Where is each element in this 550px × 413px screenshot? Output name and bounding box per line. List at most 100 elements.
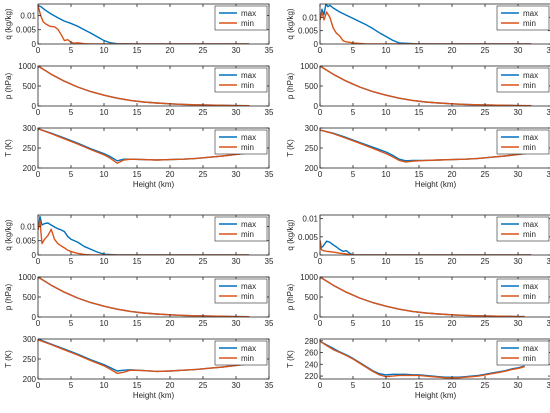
x-axis-label: Height (km)	[133, 391, 175, 400]
legend-box	[214, 67, 268, 93]
legend-label-max: max	[241, 133, 256, 142]
x-tick-label: 35	[265, 381, 274, 390]
axes-box	[319, 3, 550, 45]
y-tick-label: 0.005	[16, 237, 37, 246]
x-tick-label: 30	[514, 381, 523, 390]
y-axis-label: q (kg/kg)	[4, 219, 13, 250]
x-axis-label: Height (km)	[133, 180, 175, 189]
y-axis-label: p (hPa)	[4, 284, 13, 311]
y-axis-label: T (K)	[286, 350, 295, 368]
x-tick-label: 0	[36, 108, 41, 117]
y-tick-label: 0.01	[302, 13, 318, 22]
legend-label-max: max	[241, 71, 256, 80]
x-tick-label: 10	[100, 170, 109, 179]
x-tick-label: 20	[448, 381, 457, 390]
x-axis-label: Height (km)	[415, 180, 457, 189]
y-tick-label: 500	[305, 293, 319, 302]
y-tick-label: 260	[305, 349, 319, 358]
x-tick-label: 20	[166, 108, 175, 117]
x-tick-label: 25	[199, 257, 208, 266]
x-tick-label: 5	[351, 170, 356, 179]
x-tick-label: 0	[318, 257, 323, 266]
x-tick-label: 30	[232, 46, 241, 55]
axes-box	[319, 214, 550, 256]
y-tick-label: 250	[305, 144, 319, 153]
legend-label-max: max	[241, 9, 256, 18]
series-line-min	[320, 340, 525, 379]
y-tick-label: 240	[305, 360, 319, 369]
y-axis-label: p (hPa)	[4, 73, 13, 100]
x-tick-label: 5	[69, 257, 74, 266]
legend-label-max: max	[523, 133, 538, 142]
x-tick-label: 15	[133, 257, 142, 266]
x-tick-label: 10	[382, 46, 391, 55]
y-tick-label: 0.01	[20, 222, 36, 231]
y-tick-label: 300	[305, 124, 319, 133]
series-line-min	[38, 339, 250, 375]
y-tick-label: 0	[314, 102, 319, 111]
x-tick-label: 35	[265, 257, 274, 266]
x-tick-label: 10	[100, 46, 109, 55]
x-tick-label: 10	[382, 381, 391, 390]
x-tick-label: 0	[318, 46, 323, 55]
x-tick-label: 5	[69, 170, 74, 179]
y-tick-label: 300	[23, 335, 37, 344]
x-tick-label: 30	[514, 257, 523, 266]
legend-label-min: min	[241, 81, 254, 90]
x-tick-label: 5	[351, 108, 356, 117]
legend-label-max: max	[523, 344, 538, 353]
x-tick-label: 15	[133, 170, 142, 179]
legend-label-max: max	[523, 71, 538, 80]
x-tick-label: 5	[69, 319, 74, 328]
x-tick-label: 0	[36, 381, 41, 390]
x-tick-label: 30	[514, 319, 523, 328]
x-tick-label: 10	[382, 319, 391, 328]
x-tick-label: 30	[232, 170, 241, 179]
x-tick-label: 25	[481, 381, 490, 390]
x-tick-label: 20	[448, 257, 457, 266]
series-line-min	[320, 11, 532, 44]
y-tick-label: 0.005	[298, 27, 319, 36]
y-tick-label: 1000	[300, 273, 318, 282]
x-tick-label: 20	[448, 46, 457, 55]
x-tick-label: 25	[481, 46, 490, 55]
x-tick-label: 35	[547, 381, 550, 390]
y-tick-label: 0.005	[298, 233, 319, 242]
x-tick-label: 30	[514, 170, 523, 179]
x-tick-label: 30	[232, 257, 241, 266]
legend-box	[214, 340, 268, 366]
legend-box	[496, 216, 550, 242]
legend-box	[214, 216, 268, 242]
x-tick-label: 30	[232, 108, 241, 117]
x-tick-label: 5	[351, 257, 356, 266]
legend-label-min: min	[523, 230, 536, 239]
legend-label-max: max	[523, 9, 538, 18]
y-axis-label: q (kg/kg)	[286, 219, 295, 250]
x-tick-label: 20	[166, 46, 175, 55]
y-tick-label: 0	[314, 313, 319, 322]
y-tick-label: 0	[314, 40, 319, 49]
series-line-min	[320, 66, 532, 106]
series-line-min	[320, 277, 525, 317]
x-tick-label: 25	[481, 108, 490, 117]
x-tick-label: 25	[481, 257, 490, 266]
x-tick-label: 20	[448, 170, 457, 179]
x-tick-label: 0	[36, 170, 41, 179]
x-tick-label: 35	[265, 319, 274, 328]
series-line-min	[38, 5, 250, 44]
x-tick-label: 0	[318, 108, 323, 117]
